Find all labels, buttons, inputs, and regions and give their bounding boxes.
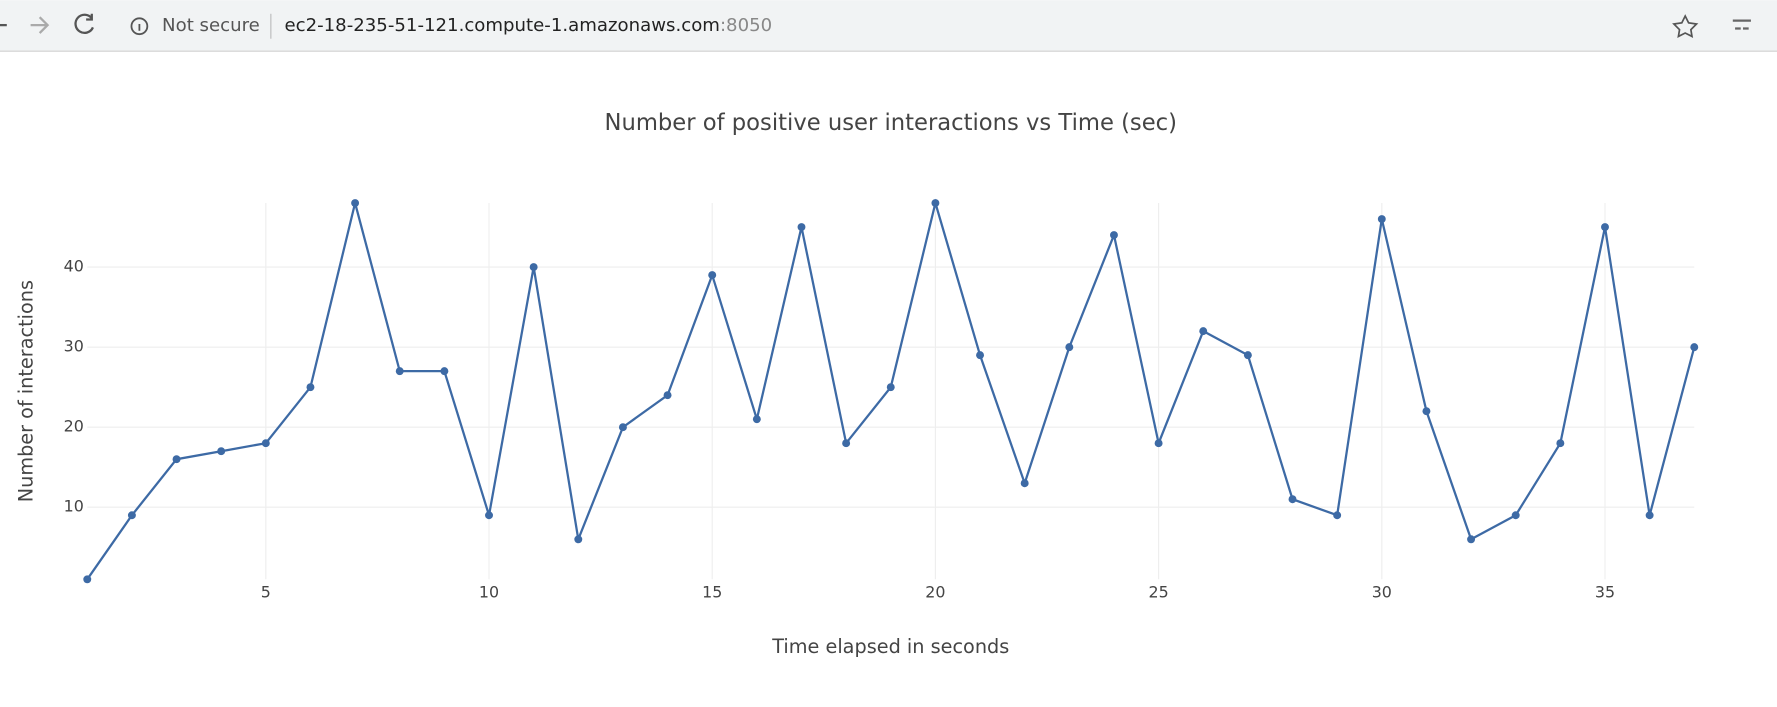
data-point — [886, 383, 895, 392]
security-label: Not secure — [162, 15, 260, 36]
data-point — [395, 367, 404, 376]
data-point — [440, 367, 449, 376]
x-tick-label: 35 — [1595, 582, 1615, 601]
data-point — [1109, 231, 1118, 240]
data-point — [1020, 479, 1029, 488]
data-point — [1288, 495, 1297, 504]
data-point — [1467, 535, 1476, 544]
data-point — [1645, 511, 1654, 520]
data-point — [976, 351, 985, 360]
data-point — [1690, 343, 1699, 352]
data-point — [1199, 327, 1208, 336]
incognito-icon — [1732, 19, 1751, 30]
data-point — [842, 439, 851, 448]
data-point — [1511, 511, 1520, 520]
chart-title: Number of positive user interactions vs … — [605, 110, 1177, 136]
y-tick-label: 40 — [64, 257, 84, 276]
data-point — [1556, 439, 1565, 448]
data-point — [752, 415, 761, 424]
x-tick-label: 15 — [702, 582, 722, 601]
data-point — [931, 199, 940, 208]
x-tick-label: 5 — [261, 582, 271, 601]
x-tick-label: 25 — [1149, 582, 1169, 601]
x-tick-label: 10 — [479, 582, 499, 601]
data-point — [1243, 351, 1252, 360]
y-tick-label: 30 — [64, 337, 84, 356]
url-port: :8050 — [720, 15, 772, 36]
plot: 5 10 15 20 25 30 35 10 20 30 40 — [64, 198, 1699, 601]
x-axis-title: Time elapsed in seconds — [771, 635, 1009, 658]
data-point — [1377, 215, 1386, 224]
data-point — [306, 383, 315, 392]
url-host: ec2-18-235-51-121.compute-1.amazonaws.co… — [284, 15, 720, 36]
data-point — [217, 447, 226, 456]
data-point — [83, 575, 92, 584]
reload-button[interactable] — [74, 13, 94, 34]
data-point — [529, 263, 538, 272]
data-point — [1065, 343, 1074, 352]
url[interactable]: ec2-18-235-51-121.compute-1.amazonaws.co… — [284, 15, 772, 36]
y-tick-label: 10 — [64, 497, 84, 516]
data-point — [261, 439, 270, 448]
data-point — [708, 271, 717, 280]
y-axis-title: Number of interactions — [15, 280, 38, 502]
data-point — [127, 511, 136, 520]
data-point — [1154, 439, 1163, 448]
data-point — [618, 423, 627, 432]
data-point — [1601, 223, 1609, 232]
y-tick-label: 20 — [64, 417, 84, 436]
data-point — [351, 199, 360, 208]
forward-button[interactable] — [30, 16, 50, 34]
data-point — [797, 223, 806, 232]
x-tick-label: 20 — [925, 582, 945, 601]
info-icon[interactable] — [130, 17, 149, 36]
data-point — [574, 535, 583, 544]
data-point — [1422, 407, 1431, 416]
data-point — [485, 511, 493, 520]
data-point — [1333, 511, 1342, 520]
browser-toolbar — [0, 0, 1777, 52]
bookmark-star[interactable] — [1672, 14, 1699, 38]
data-line — [86, 198, 1696, 580]
x-tick-label: 30 — [1372, 582, 1392, 601]
data-point — [172, 455, 181, 464]
data-point — [663, 391, 672, 400]
